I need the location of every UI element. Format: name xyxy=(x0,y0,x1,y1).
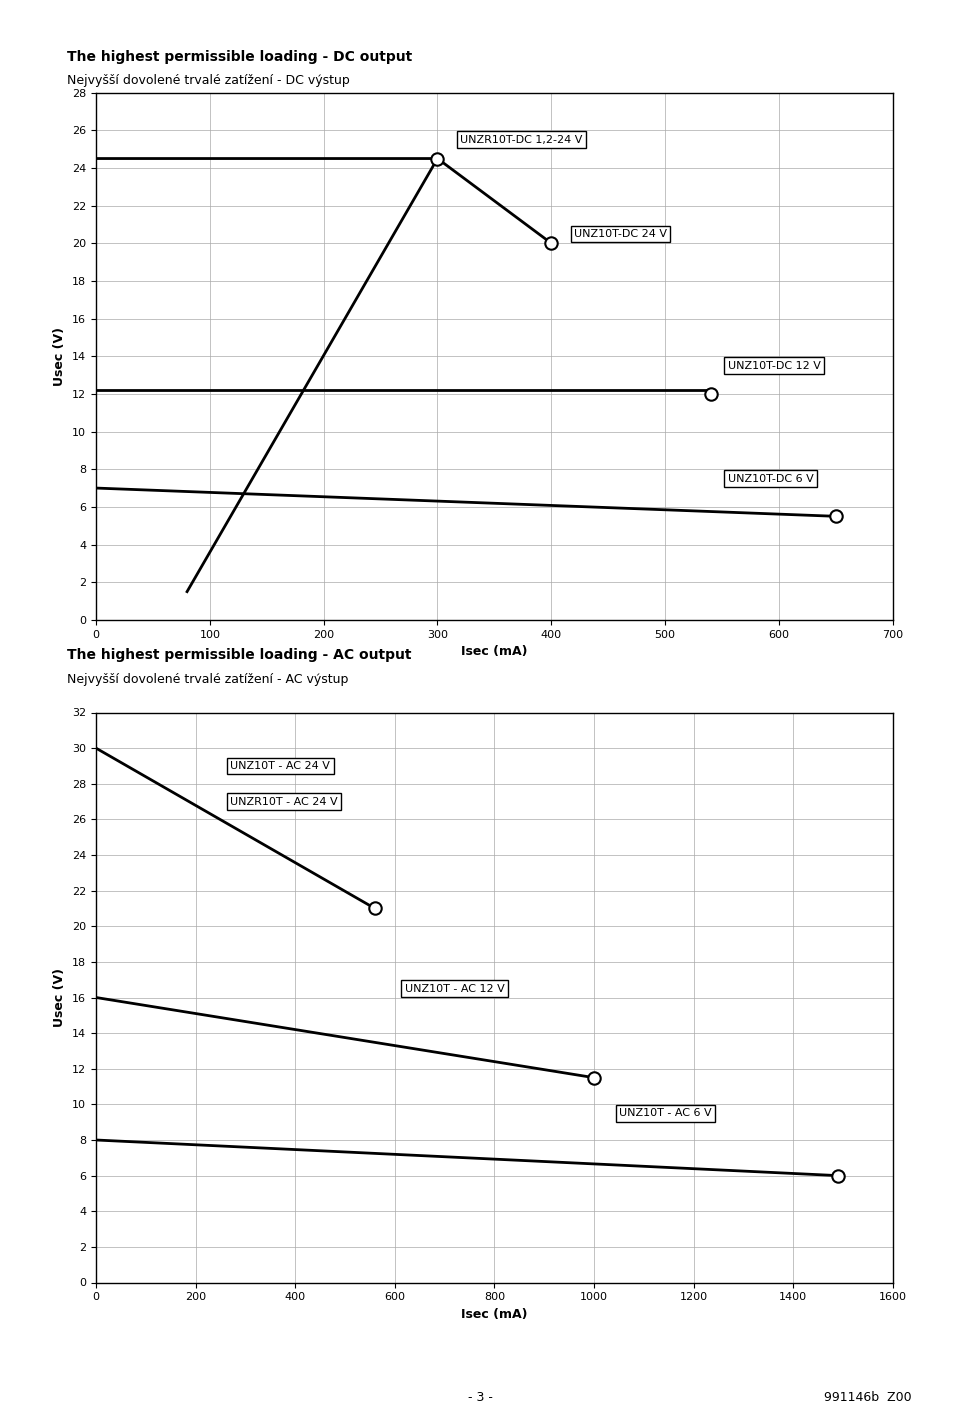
Text: 10: 10 xyxy=(26,634,52,651)
X-axis label: Isec (mA): Isec (mA) xyxy=(461,646,528,658)
Point xyxy=(367,898,382,921)
Text: UNZ10T-DC 24 V: UNZ10T-DC 24 V xyxy=(574,229,667,239)
Text: UNZ10T - AC 24 V: UNZ10T - AC 24 V xyxy=(230,761,330,771)
Text: - 3 -: - 3 - xyxy=(468,1391,492,1404)
Text: UNZ10T - AC 12 V: UNZ10T - AC 12 V xyxy=(405,983,505,993)
Text: The highest permissible loading - AC output: The highest permissible loading - AC out… xyxy=(67,648,412,663)
Point xyxy=(703,382,718,405)
Text: The highest permissible loading - DC output: The highest permissible loading - DC out… xyxy=(67,50,413,64)
Point xyxy=(543,232,559,255)
Y-axis label: Usec (V): Usec (V) xyxy=(54,968,66,1027)
Y-axis label: Usec (V): Usec (V) xyxy=(54,326,66,386)
Point xyxy=(430,147,445,170)
Text: 991146b  Z00: 991146b Z00 xyxy=(825,1391,912,1404)
Text: UNZR10T - AC 24 V: UNZR10T - AC 24 V xyxy=(230,797,338,807)
Text: Nejvyšší dovolené trvalé zatížení - DC výstup: Nejvyšší dovolené trvalé zatížení - DC v… xyxy=(67,74,350,87)
Text: 9: 9 xyxy=(33,36,45,53)
Point xyxy=(587,1066,602,1089)
X-axis label: Isec (mA): Isec (mA) xyxy=(461,1308,528,1321)
Text: UNZ10T-DC 12 V: UNZ10T-DC 12 V xyxy=(728,361,821,370)
Text: Nejvyšší dovolené trvalé zatížení - AC výstup: Nejvyšší dovolené trvalé zatížení - AC v… xyxy=(67,673,348,685)
Text: UNZ10T - AC 6 V: UNZ10T - AC 6 V xyxy=(619,1109,711,1119)
Text: UNZ10T-DC 6 V: UNZ10T-DC 6 V xyxy=(728,473,813,483)
Point xyxy=(830,1164,846,1187)
Text: UNZR10T-DC 1,2-24 V: UNZR10T-DC 1,2-24 V xyxy=(460,135,583,145)
Point xyxy=(828,504,844,527)
